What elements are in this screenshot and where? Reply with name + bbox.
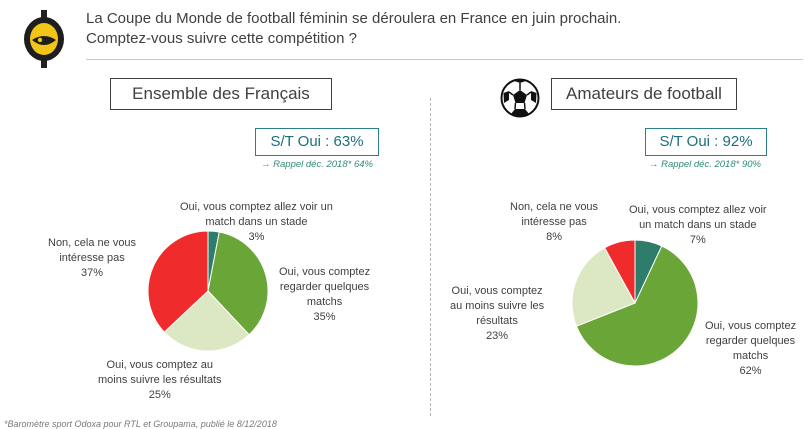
label-value: 35% (313, 311, 336, 323)
pie-slice-resultats (571, 247, 636, 327)
label-line: Oui, vous comptez au (106, 359, 213, 371)
label-line: Oui, vous comptez allez voir (629, 204, 767, 216)
pie-chart-amateurs (571, 239, 699, 367)
label-line: match dans un stade (205, 216, 308, 228)
pie-slice-regarder (207, 231, 269, 336)
reminder-francais: → Rappel déc. 2018* 64% (261, 159, 373, 170)
label-line: matchs (306, 296, 343, 308)
label-line: Oui, vous comptez (451, 285, 543, 297)
summary-box-amateurs: S/T Oui : 92% (645, 128, 767, 156)
label-line: regarder quelques (279, 281, 370, 293)
label-line: intéresse pas (521, 216, 587, 228)
panel-title-francais: Ensemble des Français (110, 78, 332, 110)
label-amateurs-non: Non, cela ne vous intéresse pas 8% (510, 200, 598, 245)
label-value: 37% (81, 267, 104, 279)
pie-chart-francais (147, 230, 269, 352)
question-line-1: La Coupe du Monde de football féminin se… (86, 10, 622, 27)
label-value: 3% (248, 231, 265, 243)
label-line: intéresse pas (59, 252, 125, 264)
label-francais-resultats: Oui, vous comptez au moins suivre les ré… (98, 358, 222, 403)
pie-slice-non (603, 239, 636, 304)
soccer-ball-icon (500, 78, 540, 118)
label-line: Oui, vous comptez (705, 320, 797, 332)
odoxa-logo-icon (24, 10, 64, 68)
label-line: un match dans un stade (639, 219, 757, 231)
footnote: *Baromètre sport Odoxa pour RTL et Group… (4, 419, 277, 429)
header-divider (86, 59, 803, 60)
label-amateurs-resultats: Oui, vous comptez au moins suivre les ré… (450, 284, 544, 344)
label-amateurs-stade: Oui, vous comptez allez voir un match da… (629, 203, 767, 248)
label-line: Non, cela ne vous (510, 201, 599, 213)
panel-divider (430, 98, 431, 416)
label-value: 8% (546, 231, 562, 243)
question-text: La Coupe du Monde de football féminin se… (86, 9, 621, 49)
label-francais-regarder: Oui, vous comptez regarder quelques matc… (279, 265, 370, 325)
label-line: Oui, vous comptez allez voir un (180, 201, 333, 213)
label-line: moins suivre les résultats (98, 374, 222, 386)
question-line-2: Comptez-vous suivre cette compétition ? (86, 30, 357, 47)
label-line: résultats (476, 315, 518, 327)
label-line: regarder quelques (705, 335, 796, 347)
label-line: matchs (732, 350, 769, 362)
label-francais-stade: Oui, vous comptez allez voir un match da… (180, 200, 333, 245)
label-line: Non, cela ne vous (48, 237, 137, 249)
label-value: 62% (739, 365, 762, 377)
summary-box-francais: S/T Oui : 63% (255, 128, 379, 156)
label-value: 25% (148, 389, 171, 401)
label-line: Oui, vous comptez (279, 266, 371, 278)
panel-title-amateurs: Amateurs de football (551, 78, 737, 110)
reminder-amateurs: → Rappel déc. 2018* 90% (649, 159, 761, 170)
label-value: 7% (689, 234, 706, 246)
pie-slice-regarder (575, 245, 699, 367)
label-amateurs-regarder: Oui, vous comptez regarder quelques matc… (705, 319, 796, 379)
pie-slice-non (147, 230, 209, 333)
label-line: au moins suivre les (450, 300, 545, 312)
pie-slice-resultats (163, 290, 250, 352)
label-value: 23% (486, 330, 509, 342)
label-francais-non: Non, cela ne vous intéresse pas 37% (48, 236, 136, 281)
